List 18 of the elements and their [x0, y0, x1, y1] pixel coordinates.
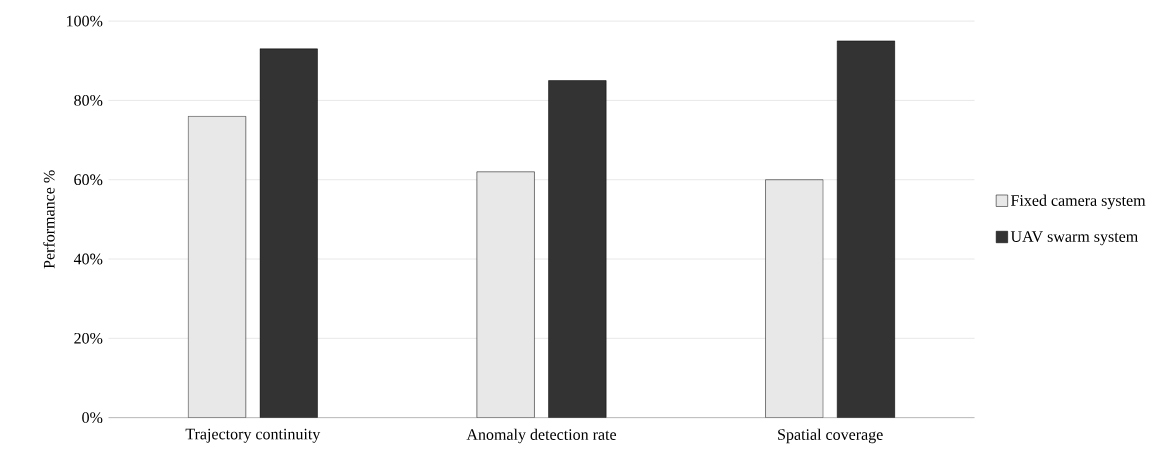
- legend-label: UAV swarm system: [1010, 231, 1138, 246]
- y-tick-label: 20%: [74, 332, 103, 344]
- y-axis-title: Performance %: [43, 170, 55, 269]
- y-tick-label: 40%: [73, 253, 103, 265]
- y-tick-label: 60%: [74, 174, 103, 186]
- x-tick-label: Spatial coverage: [778, 428, 883, 444]
- bar: [476, 171, 535, 418]
- bar: [836, 40, 896, 418]
- y-tick-label: 0%: [82, 412, 103, 424]
- bar: [548, 80, 607, 418]
- x-tick-label: Trajectory continuity: [185, 428, 321, 443]
- x-tick-label: Anomaly detection rate: [466, 428, 617, 444]
- bar: [187, 116, 247, 418]
- y-tick-label: 100%: [66, 15, 103, 27]
- bar: [765, 179, 824, 418]
- y-tick-label: 80%: [74, 95, 103, 106]
- bar: [259, 48, 318, 418]
- legend-label: Fixed camera system: [1010, 194, 1146, 210]
